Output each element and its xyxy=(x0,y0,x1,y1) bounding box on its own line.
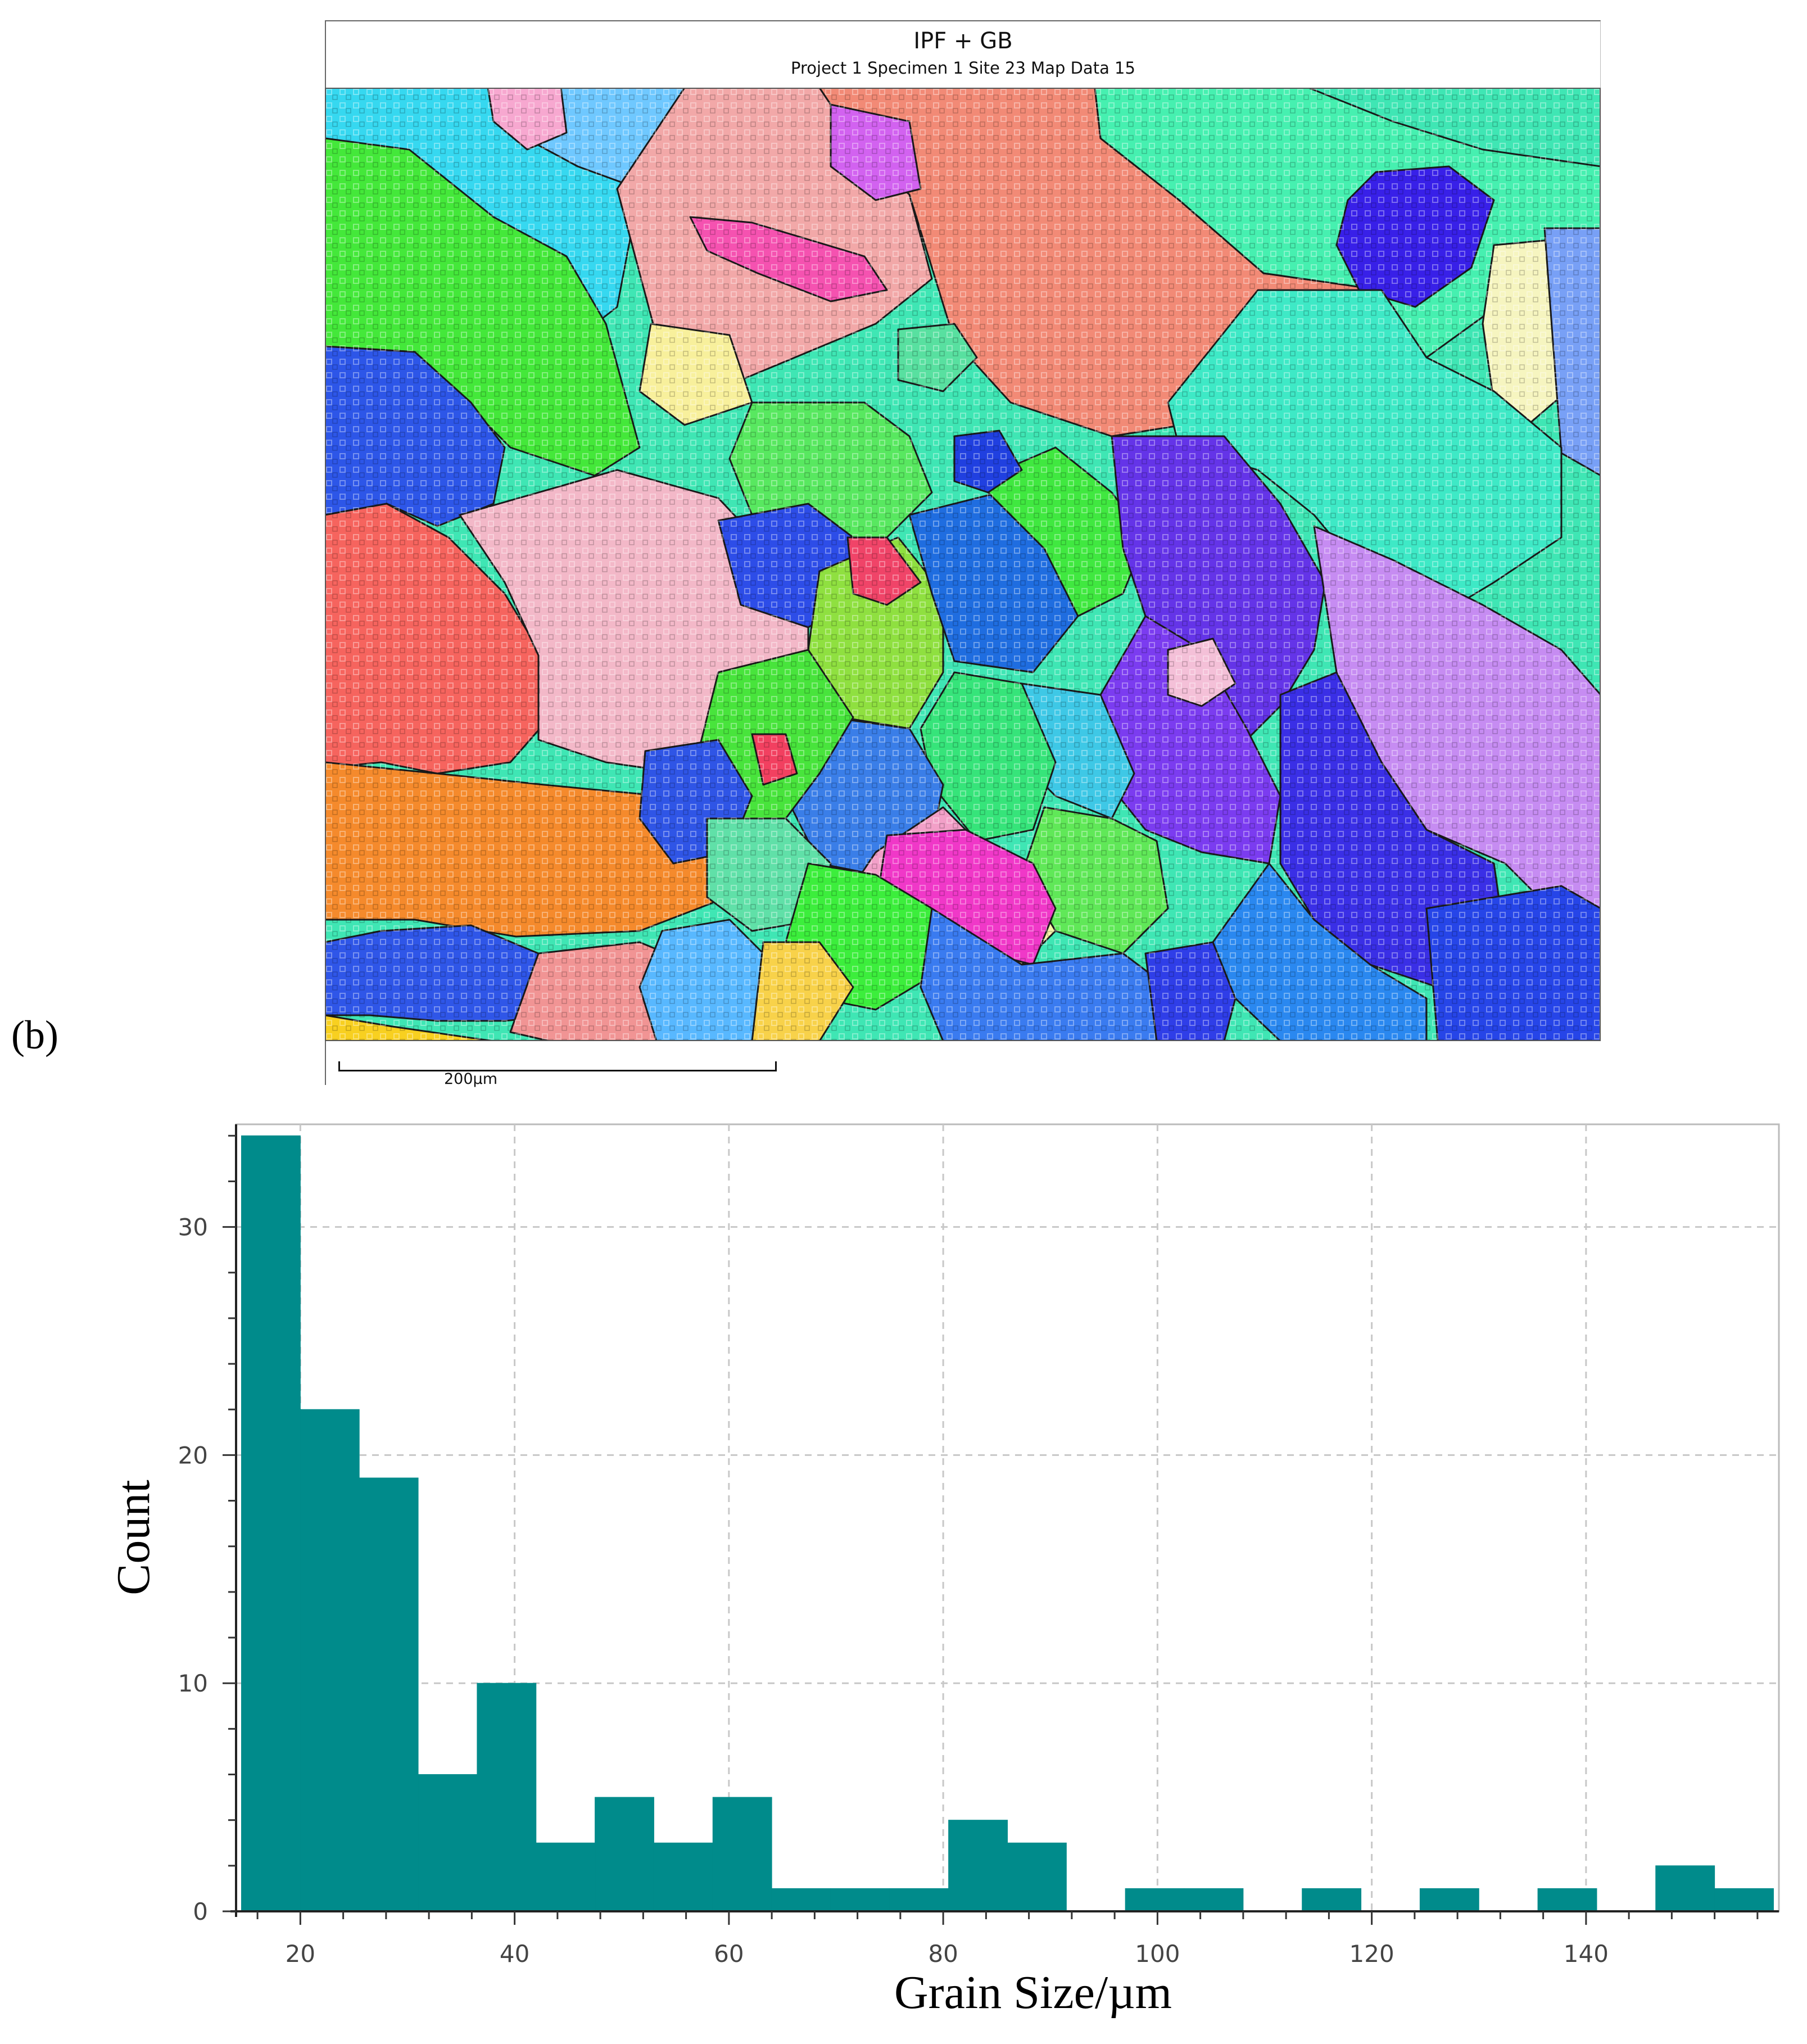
map-subtitle: Project 1 Specimen 1 Site 23 Map Data 15 xyxy=(791,58,1135,78)
map-title: IPF + GB xyxy=(913,28,1013,54)
histogram-bar xyxy=(1714,1888,1774,1912)
histogram-bars xyxy=(241,1135,1774,1912)
y-tick-label: 10 xyxy=(178,1670,208,1697)
histogram-bar xyxy=(595,1797,654,1912)
map-header: IPF + GB Project 1 Specimen 1 Site 23 Ma… xyxy=(325,20,1601,88)
x-tick-label: 80 xyxy=(928,1940,958,1968)
histogram-bar xyxy=(1125,1888,1185,1912)
histogram-bar xyxy=(889,1888,949,1912)
histogram-bar xyxy=(418,1774,478,1912)
ebsd-orientation-map xyxy=(325,88,1601,1041)
histogram-bar xyxy=(712,1797,772,1912)
histogram-bar xyxy=(948,1820,1008,1912)
histogram-bar xyxy=(1302,1888,1362,1912)
scale-bar xyxy=(338,1061,777,1071)
histogram-bar xyxy=(771,1888,831,1912)
histogram-bar xyxy=(477,1683,537,1912)
x-tick-label: 20 xyxy=(286,1940,315,1968)
panel-label: (b) xyxy=(11,1012,58,1057)
map-footer: 200µm xyxy=(325,1041,1601,1088)
ebsd-map-panel: IPF + GB Project 1 Specimen 1 Site 23 Ma… xyxy=(325,20,1601,1088)
x-tick-label: 120 xyxy=(1349,1940,1394,1968)
histogram-bar xyxy=(1537,1888,1597,1912)
y-tick-label: 20 xyxy=(178,1441,208,1469)
histogram-bar xyxy=(536,1842,596,1912)
histogram-bar xyxy=(359,1477,419,1912)
ticks: 0 10 20 30 20 40 60 80 100 120 140 xyxy=(178,1134,1759,1968)
x-axis-title: Grain Size/µm xyxy=(894,1966,1172,2019)
scale-bar-label: 200µm xyxy=(444,1070,498,1088)
pixel-texture xyxy=(325,88,1601,1041)
histogram-bar xyxy=(241,1135,301,1912)
histogram-bar xyxy=(1655,1865,1715,1912)
x-tick-label: 100 xyxy=(1135,1940,1180,1968)
x-tick-label: 140 xyxy=(1564,1940,1609,1968)
histogram-bar xyxy=(1419,1888,1479,1912)
histogram-bar xyxy=(1007,1842,1067,1912)
x-tick-label: 40 xyxy=(500,1940,529,1968)
x-tick-label: 60 xyxy=(714,1940,744,1968)
histogram-bar xyxy=(1184,1888,1244,1912)
histogram-bar xyxy=(830,1888,890,1912)
y-tick-label: 0 xyxy=(193,1898,208,1925)
y-axis-title: Count xyxy=(107,1480,160,1595)
grain-size-histogram: 0 10 20 30 20 40 60 80 100 120 140 Grain Size/µm C… xyxy=(107,1123,1780,2019)
histogram-bar xyxy=(300,1409,360,1912)
histogram-bar xyxy=(653,1842,713,1912)
y-tick-label: 30 xyxy=(178,1214,208,1241)
axes xyxy=(230,1124,1779,1917)
